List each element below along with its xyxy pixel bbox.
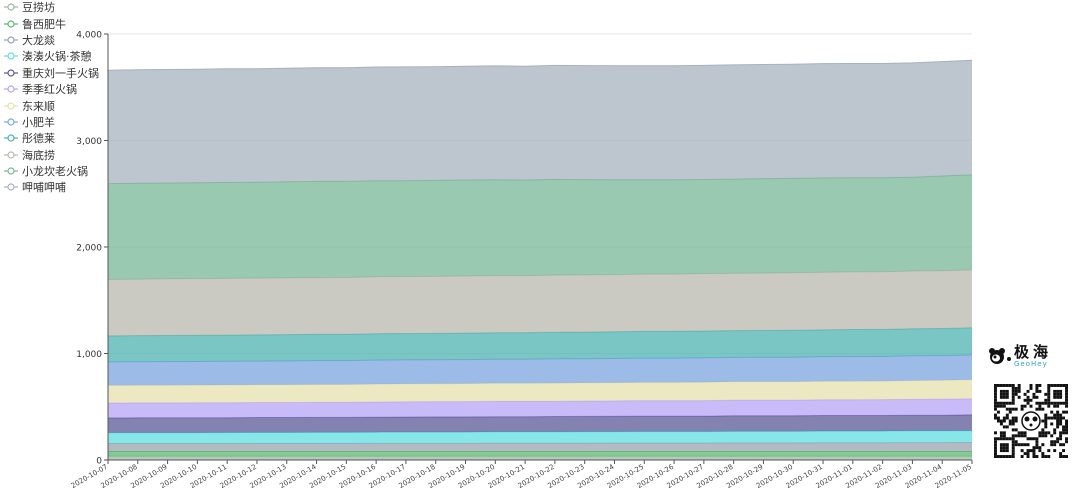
legend: 豆捞坊鲁西肥牛大龙燚湊湊火锅·茶憩 重庆刘一手火锅 季季红火锅东来顺小肥羊彤德莱海底…: [4, 0, 99, 196]
y-tick-label: 4,000: [76, 31, 102, 41]
legend-item[interactable]: 小肥羊: [4, 114, 99, 130]
legend-item[interactable]: 大龙燚: [4, 32, 99, 48]
series-area-7: [108, 355, 972, 386]
series-areas: [107, 59, 973, 460]
legend-label: 豆捞坊: [22, 1, 55, 15]
legend-label: 小肥羊: [22, 115, 55, 129]
legend-item[interactable]: 重庆刘一手火锅: [4, 65, 99, 81]
legend-marker-icon: [4, 118, 18, 126]
brand-logo: 极海 GeoHey: [988, 344, 1068, 369]
brand-name: 极海: [1014, 343, 1053, 361]
legend-item[interactable]: 豆捞坊: [4, 0, 99, 15]
legend-marker-icon: [4, 3, 18, 11]
series-line-11: [107, 59, 973, 71]
series-area-5: [108, 398, 972, 418]
legend-marker-icon: [4, 151, 18, 159]
y-tick-label: 3,000: [76, 137, 102, 147]
legend-label: 季季红火锅: [22, 83, 77, 97]
legend-label: 彤德莱: [22, 132, 55, 146]
legend-marker-icon: [4, 19, 18, 28]
legend-marker-icon: [4, 183, 18, 192]
series-area-0: [108, 456, 972, 460]
y-tick-label: 0: [96, 457, 102, 467]
legend-marker-icon: [4, 85, 18, 93]
legend-label: 重庆刘一手火锅: [22, 66, 99, 80]
legend-label: 呷哺呷哺: [22, 181, 66, 195]
series-area-1: [108, 451, 972, 457]
brand-subtitle: GeoHey: [1014, 360, 1048, 368]
legend-label: 鲁西肥牛: [22, 17, 66, 31]
legend-item[interactable]: 海底捞: [4, 147, 99, 163]
legend-marker-icon: [4, 134, 18, 142]
y-tick-label: 1,000: [76, 350, 102, 360]
legend-marker-icon: [4, 101, 18, 110]
series-area-4: [108, 414, 972, 433]
legend-label: 小龙坎老火锅: [22, 165, 88, 179]
series-area-9: [108, 269, 972, 336]
legend-marker-icon: [4, 69, 18, 77]
qr-code: [994, 384, 1068, 458]
series-area-8: [108, 327, 972, 362]
legend-label: 湊湊火锅·茶憩: [22, 50, 92, 64]
legend-marker-icon: [4, 52, 18, 60]
legend-marker-icon: [4, 167, 18, 175]
series-area-3: [108, 430, 972, 444]
series-area-11: [108, 60, 972, 184]
legend-item[interactable]: 鲁西肥牛: [4, 15, 99, 31]
legend-label: 海底捞: [22, 148, 55, 162]
legend-marker-icon: [4, 36, 18, 44]
legend-item[interactable]: 小龙坎老火锅: [4, 163, 99, 179]
legend-item[interactable]: 东来顺: [4, 97, 99, 113]
y-tick-label: 2,000: [76, 244, 102, 254]
series-area-10: [108, 174, 972, 280]
legend-item[interactable]: 呷哺呷哺: [4, 179, 99, 195]
legend-label: 东来顺: [22, 99, 55, 113]
series-area-6: [108, 379, 972, 403]
legend-item[interactable]: 湊湊火锅·茶憩: [4, 48, 99, 64]
series-line-6: [107, 379, 973, 386]
legend-item[interactable]: 彤德莱: [4, 130, 99, 146]
panda-icon: [989, 347, 1011, 364]
legend-label: 大龙燚: [22, 33, 55, 47]
series-area-2: [108, 442, 972, 452]
legend-item[interactable]: 季季红火锅: [4, 81, 99, 97]
